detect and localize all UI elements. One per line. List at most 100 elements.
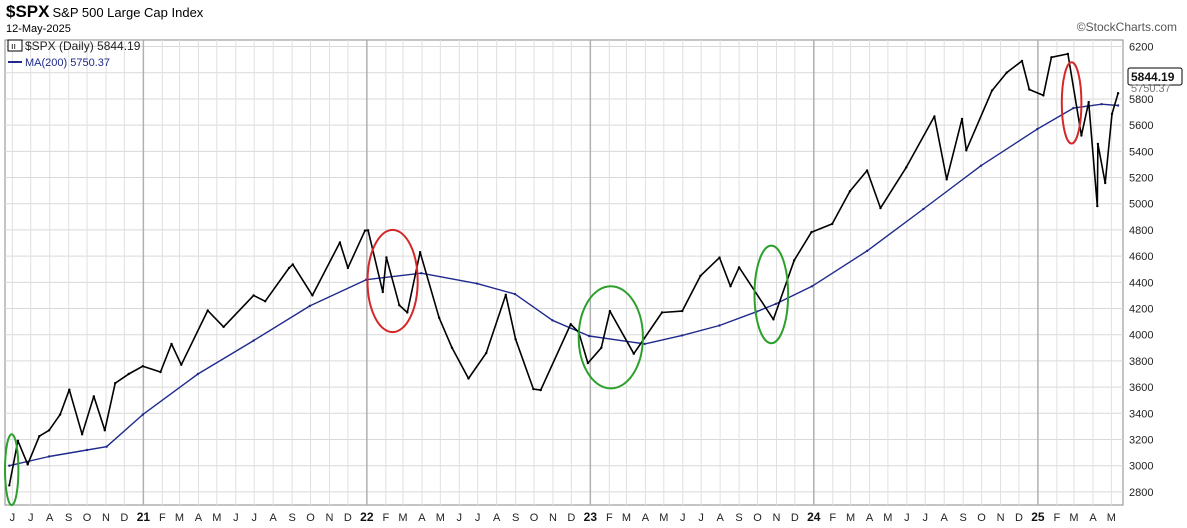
x-tick-label: N [102, 512, 110, 524]
data-point [718, 256, 721, 259]
data-point [965, 149, 968, 152]
x-tick-label: A [418, 512, 426, 524]
data-point [793, 259, 796, 262]
x-tick-label: M [1107, 512, 1116, 524]
data-point [718, 324, 721, 327]
annotation-ellipse [577, 285, 644, 390]
annotation-ellipse [4, 433, 20, 507]
x-tick-label: J [475, 512, 481, 524]
data-point [398, 304, 401, 307]
x-tick-label: N [326, 512, 334, 524]
x-tick-label: A [493, 512, 501, 524]
data-point [196, 372, 200, 376]
x-tick-label: J [457, 512, 463, 524]
chart-header: $SPX S&P 500 Large Cap Index [6, 2, 203, 22]
y-tick-label: 5800 [1129, 94, 1153, 106]
data-point [1110, 112, 1114, 116]
data-point [141, 413, 144, 416]
x-tick-label: F [606, 512, 613, 524]
data-point [16, 439, 20, 442]
data-point [772, 318, 775, 321]
data-point [600, 346, 603, 349]
x-tick-label: 21 [137, 510, 151, 524]
x-tick-label: M [846, 512, 855, 524]
data-point [338, 241, 342, 244]
data-point [418, 251, 422, 254]
y-tick-label: 5200 [1129, 173, 1153, 185]
data-point [366, 229, 370, 232]
data-point [504, 293, 507, 296]
legend-ma-label: MA(200) 5750.37 [25, 57, 110, 69]
legend: ıı $SPX (Daily) 5844.19 MA(200) 5750.37 [7, 39, 141, 69]
data-point [608, 309, 612, 313]
x-tick-label: J [904, 512, 910, 524]
data-point [92, 395, 96, 398]
x-tick-label: J [922, 512, 928, 524]
data-point [308, 304, 312, 308]
x-tick-label: O [83, 512, 92, 524]
data-point [467, 377, 470, 380]
x-tick-label: A [195, 512, 203, 524]
y-tick-label: 2800 [1129, 487, 1153, 499]
ticker-symbol: $SPX [6, 2, 50, 21]
data-point [729, 285, 732, 288]
x-tick-label: A [46, 512, 54, 524]
data-point [539, 388, 542, 392]
data-point [1028, 88, 1031, 91]
y-tick-label: 3400 [1129, 408, 1153, 420]
x-tick-label: F [159, 512, 166, 524]
data-point [180, 363, 183, 366]
data-point [810, 231, 813, 234]
y-tick-label: 3600 [1129, 382, 1153, 394]
data-point [363, 229, 367, 232]
data-point [774, 302, 777, 306]
x-tick-label: M [622, 512, 631, 524]
data-point [85, 448, 89, 452]
data-point [551, 319, 554, 322]
price-layer [8, 52, 1120, 487]
data-point [105, 445, 108, 448]
x-tick-label: A [941, 512, 949, 524]
y-tick-label: 3000 [1129, 461, 1153, 473]
x-tick-label: S [288, 512, 295, 524]
data-point [879, 206, 882, 210]
data-point [960, 117, 964, 121]
data-point [252, 339, 255, 342]
x-tick-label: D [567, 512, 575, 524]
x-tick-label: J [233, 512, 239, 524]
data-point [287, 266, 291, 270]
data-point [569, 323, 572, 326]
last-price-tag [1127, 67, 1183, 86]
y-tick-label: 5600 [1129, 120, 1153, 132]
x-tick-label: F [382, 512, 389, 524]
data-point [170, 342, 173, 346]
x-tick-label: M [175, 512, 184, 524]
data-point [114, 382, 117, 385]
data-point [1050, 56, 1053, 59]
x-tick-label: A [642, 512, 650, 524]
x-tick-label: J [698, 512, 704, 524]
data-point [8, 464, 11, 467]
last-ma-label: 5750.37 [1131, 83, 1171, 95]
data-point [660, 311, 664, 314]
data-point [420, 272, 423, 275]
data-point [586, 361, 590, 365]
y-tick-label: 6200 [1129, 42, 1153, 54]
x-tick-label: 23 [584, 510, 598, 524]
data-point [1104, 181, 1107, 185]
x-tick-label: J [10, 512, 16, 524]
data-point [450, 346, 454, 349]
x-tick-label: D [344, 512, 352, 524]
y-tick-label: 4800 [1129, 225, 1153, 237]
data-point [159, 370, 162, 374]
x-tick-label: N [549, 512, 557, 524]
x-tick-label: N [997, 512, 1005, 524]
y-tick-label: 4000 [1129, 330, 1153, 342]
y-tick-label: 3800 [1129, 356, 1153, 368]
x-tick-label: S [960, 512, 967, 524]
x-tick-label: M [1069, 512, 1078, 524]
annotation-layer [4, 61, 1083, 507]
ma-layer [8, 103, 1120, 467]
grid [4, 39, 1124, 506]
